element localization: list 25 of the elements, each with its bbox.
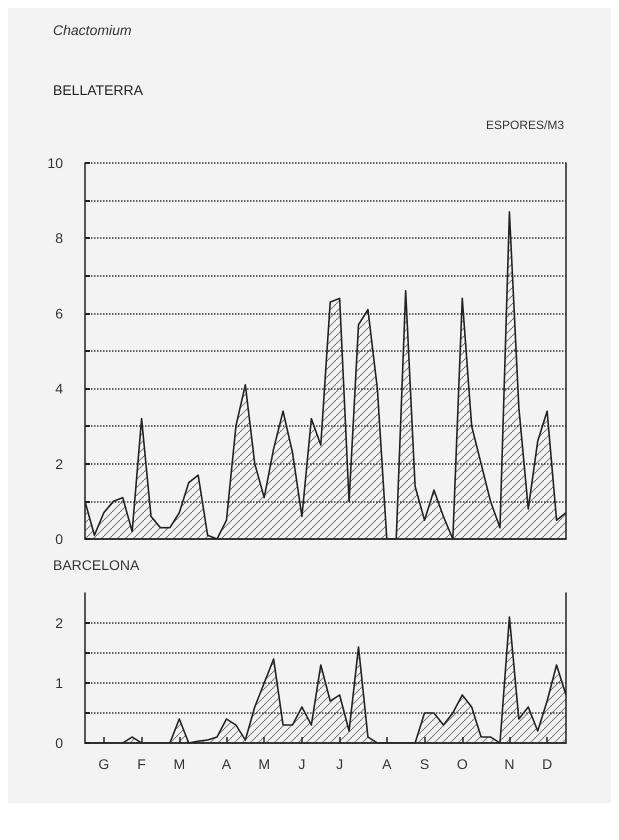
chart-title: Chactomium [53,22,132,38]
y-tick-label: 6 [55,305,64,322]
y-tick-label: 10 [47,155,64,171]
chart-subtitle: BELLATERRA [53,82,144,98]
y-tick-label: 4 [55,380,64,397]
x-tick-label: F [137,756,146,772]
x-tick-label: A [222,756,232,772]
y-tick-label: 8 [55,230,64,246]
y-tick-label: 0 [55,735,64,751]
y-tick-label: 0 [55,531,64,547]
chart-title: BARCELONA [53,557,140,573]
x-tick-label: N [504,756,514,772]
x-tick-label: M [258,756,270,772]
y-tick-label: 1 [55,675,64,691]
x-tick-label: M [173,756,186,772]
x-tick-label: O [456,756,468,772]
x-tick-label: A [382,756,392,772]
y-tick-label: 2 [55,456,64,472]
y-axis-title: ESPORES/M3 [486,118,564,132]
x-tick-label: J [298,756,306,772]
y-tick-label: 2 [55,615,64,631]
x-tick-label: J [336,756,344,772]
x-tick-label: D [542,756,552,772]
x-tick-label: S [420,756,430,772]
x-tick-label: G [98,756,110,772]
